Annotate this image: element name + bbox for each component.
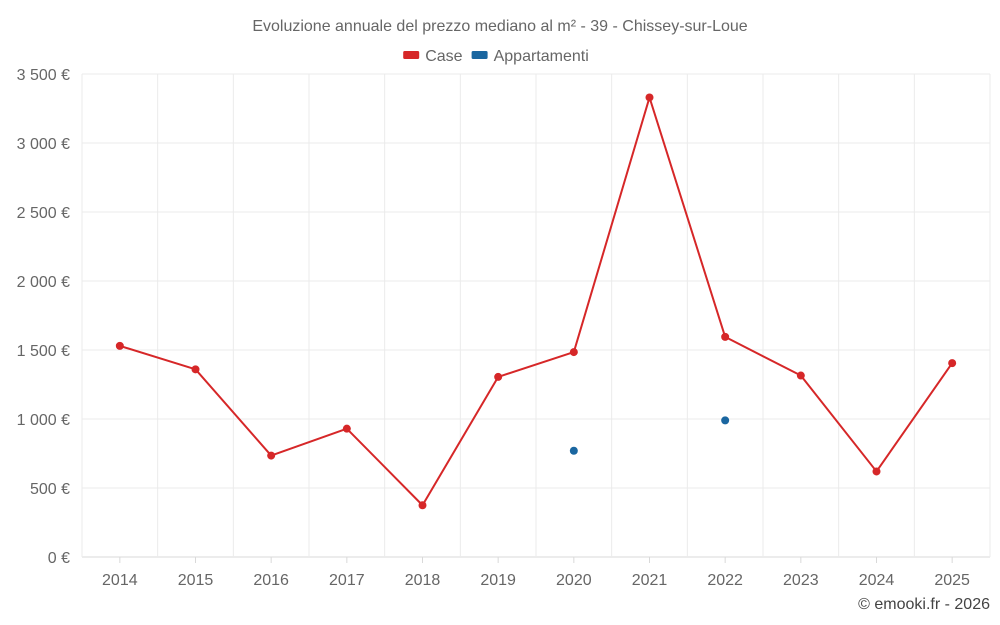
x-tick-label: 2024 (859, 572, 895, 589)
data-point[interactable] (721, 332, 730, 341)
y-tick-label: 3 000 € (17, 136, 70, 153)
x-tick-label: 2021 (632, 572, 668, 589)
y-tick-label: 0 € (48, 550, 70, 567)
data-point[interactable] (494, 372, 503, 381)
y-tick-label: 1 000 € (17, 412, 70, 429)
x-tick-label: 2018 (405, 572, 441, 589)
series-layer (115, 93, 957, 510)
x-tick-label: 2025 (934, 572, 970, 589)
legend-item-case[interactable]: Case (403, 48, 463, 65)
x-tick-label: 2019 (480, 572, 516, 589)
data-point[interactable] (569, 446, 578, 455)
series-line-segment (724, 335, 802, 377)
data-point[interactable] (418, 501, 427, 510)
series-line-segment (345, 427, 424, 507)
y-axis: 0 € 500 € 1 000 € 1 500 € 2 000 € 2 500 € 3 00… (17, 67, 70, 567)
series-line-segment (572, 96, 651, 354)
y-tick-label: 2 500 € (17, 205, 70, 222)
legend-label: Appartamenti (494, 48, 589, 65)
data-point[interactable] (191, 365, 200, 374)
x-axis: 2014 2015 2016 2017 2018 2019 2020 2021 2022 2023… (102, 557, 970, 589)
y-tick-label: 2 000 € (17, 274, 70, 291)
y-tick-label: 3 500 € (17, 67, 70, 84)
y-tick-label: 1 500 € (17, 343, 70, 360)
x-tick-label: 2023 (783, 572, 819, 589)
x-tick-label: 2017 (329, 572, 365, 589)
grid (81, 73, 991, 558)
legend-item-appartamenti[interactable]: Appartamenti (471, 48, 589, 65)
series-line-segment (648, 96, 727, 338)
credit-text: © emooki.fr - 2026 (858, 596, 990, 613)
series-line-segment (497, 351, 575, 378)
data-point[interactable] (721, 416, 730, 425)
series-line-segment (270, 427, 348, 457)
x-tick-label: 2020 (556, 572, 592, 589)
data-point[interactable] (342, 424, 351, 433)
data-point[interactable] (115, 341, 124, 350)
x-tick-label: 2014 (102, 572, 138, 589)
data-point[interactable] (569, 348, 578, 357)
series-appartamenti (569, 416, 730, 455)
legend-swatch (471, 51, 488, 59)
x-tick-label: 2022 (707, 572, 743, 589)
series-line-segment (118, 344, 197, 371)
series-line-segment (194, 368, 273, 457)
series-line-segment (875, 362, 954, 473)
data-point[interactable] (872, 467, 881, 476)
series-line-segment (421, 375, 500, 507)
data-point[interactable] (796, 371, 805, 380)
y-tick-label: 500 € (30, 481, 70, 498)
x-tick-label: 2016 (253, 572, 289, 589)
series-line-segment (799, 374, 878, 473)
data-point[interactable] (948, 359, 957, 368)
series-case (115, 93, 957, 510)
data-point[interactable] (267, 451, 276, 460)
x-tick-label: 2015 (178, 572, 214, 589)
chart-title: Evoluzione annuale del prezzo mediano al… (252, 18, 747, 35)
legend-swatch (403, 51, 420, 59)
data-point[interactable] (645, 93, 654, 102)
legend-label: Case (425, 48, 462, 65)
legend: Case Appartamenti (403, 48, 589, 65)
